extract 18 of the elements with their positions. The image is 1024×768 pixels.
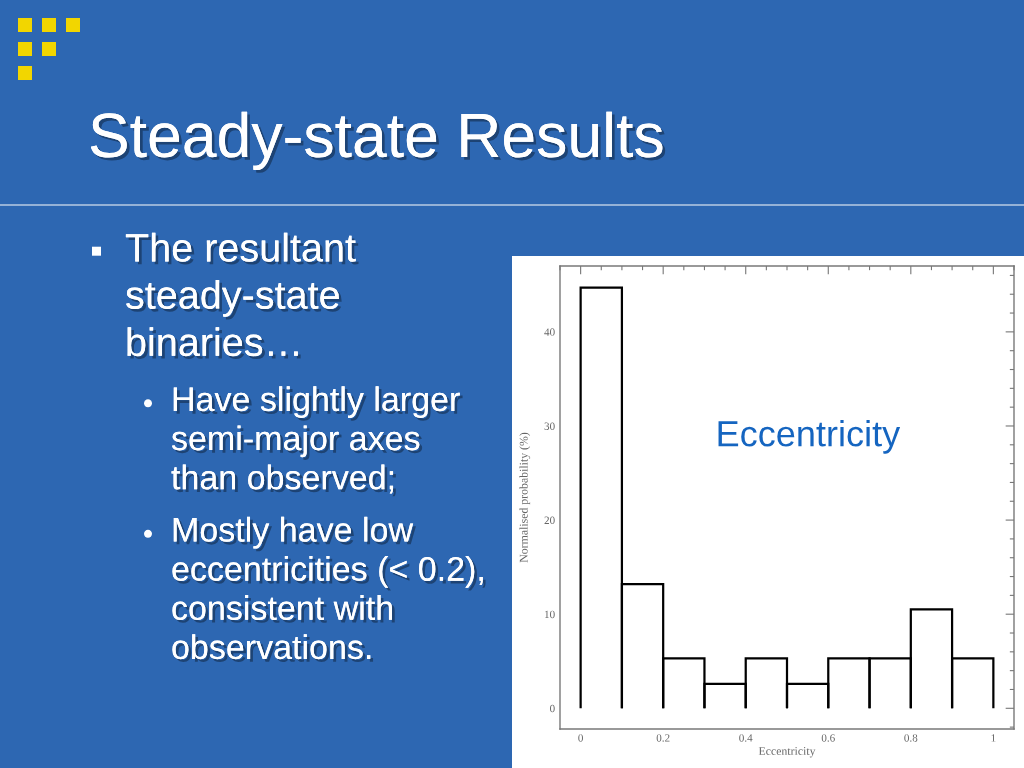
y-tick-label: 30 [544, 422, 555, 430]
text: Mostly have low eccentricities (< 0.2), consistent with observations. [172, 516, 486, 662]
x-axis-title: Eccentricity [758, 747, 816, 758]
y-tick-label: 20 [544, 516, 555, 525]
text: Have slightly larger semi-major axes than observed; [171, 386, 463, 497]
x-tick-label: 0.6 [821, 734, 835, 742]
x-tick-label: 0.2 [656, 734, 670, 742]
y-tick-label: 0 [550, 704, 555, 713]
annotation: Eccentricity [718, 420, 901, 454]
y-axis-title: Normalised probability (%) [519, 432, 531, 563]
x-tick-label: 1 [991, 734, 996, 742]
x-tick-label: 0 [578, 734, 583, 742]
y-tick-label: 10 [545, 610, 555, 619]
y-tick-label: 40 [544, 328, 555, 336]
x-tick-label: 0.4 [739, 734, 753, 742]
text: The resultant steady-state binaries… [125, 232, 359, 360]
x-tick-label: 0.8 [904, 734, 918, 742]
chart-title: Steady-state Results [90, 111, 666, 173]
